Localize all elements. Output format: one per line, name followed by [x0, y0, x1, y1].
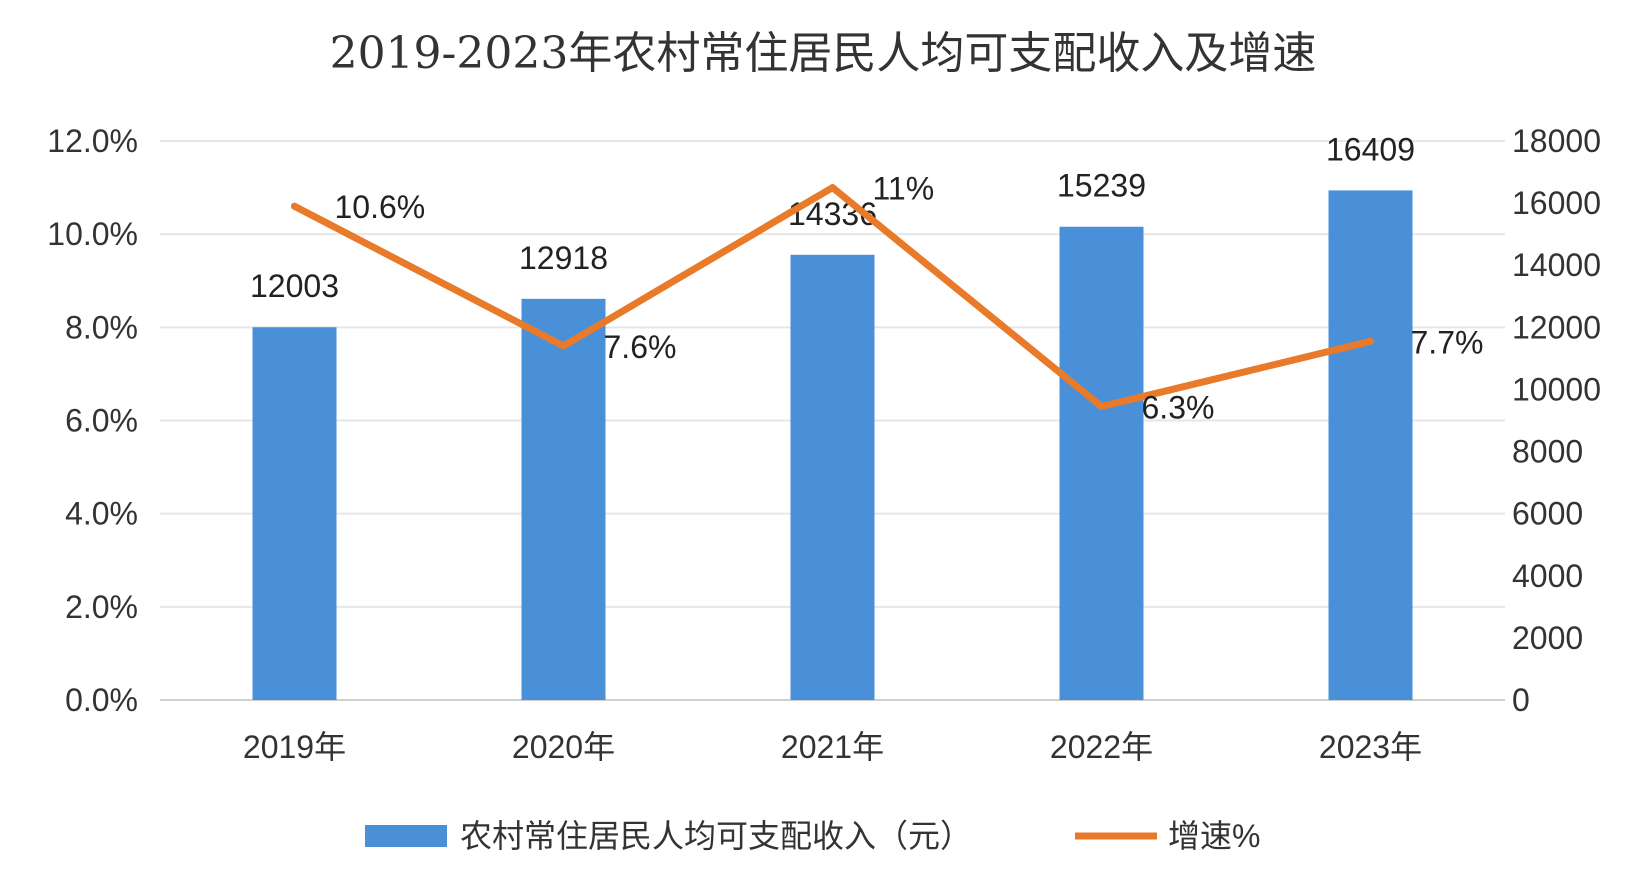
- line-point: [291, 202, 298, 210]
- left-tick-label: 10.0%: [47, 216, 138, 252]
- right-tick-label: 2000: [1512, 620, 1583, 656]
- bar-data-label: 16409: [1326, 131, 1415, 167]
- line-data-label: 11%: [873, 171, 935, 207]
- legend: 农村常住居民人均可支配收入（元） 增速%: [365, 818, 1260, 854]
- line-point: [1367, 337, 1374, 345]
- bar: [521, 298, 606, 700]
- category-label: 2022年: [1050, 729, 1153, 765]
- chart-title: 2019-2023年农村常住居民人均可支配收入及增速: [330, 28, 1317, 79]
- line-data-label: 7.6%: [604, 329, 677, 365]
- legend-line-label: 增速%: [1168, 818, 1260, 854]
- left-tick-label: 12.0%: [47, 123, 138, 159]
- left-tick-label: 4.0%: [65, 496, 138, 532]
- category-label: 2021年: [781, 729, 884, 765]
- bar: [1059, 226, 1144, 700]
- right-tick-label: 0: [1512, 682, 1530, 718]
- line-data-label: 10.6%: [335, 189, 426, 225]
- left-tick-label: 0.0%: [65, 682, 138, 718]
- bar: [790, 254, 875, 701]
- right-tick-label: 6000: [1512, 496, 1583, 532]
- right-tick-label: 4000: [1512, 558, 1583, 594]
- bar: [252, 327, 337, 700]
- right-tick-label: 10000: [1512, 371, 1601, 407]
- legend-bar-label: 农村常住居民人均可支配收入（元）: [460, 818, 972, 854]
- bar-data-label: 15239: [1057, 168, 1146, 204]
- right-axis-ticks: 0 2000 4000 6000 8000 10000 12000 14000 16000 180…: [1512, 123, 1601, 718]
- left-tick-label: 2.0%: [65, 589, 138, 625]
- category-axis: 2019年 2020年 2021年 2022年 2023年: [243, 729, 1422, 765]
- line-point: [829, 184, 836, 192]
- bar-data-label: 12918: [519, 240, 608, 276]
- right-tick-label: 8000: [1512, 434, 1583, 470]
- left-axis-ticks: 0.0% 2.0% 4.0% 6.0% 8.0% 10.0% 12.0%: [47, 123, 138, 718]
- category-label: 2019年: [243, 729, 346, 765]
- right-tick-label: 18000: [1512, 123, 1601, 159]
- right-tick-label: 12000: [1512, 309, 1601, 345]
- line-data-label: 6.3%: [1142, 390, 1215, 426]
- right-tick-label: 14000: [1512, 247, 1601, 283]
- right-tick-label: 16000: [1512, 185, 1601, 221]
- category-label: 2023年: [1319, 729, 1422, 765]
- bar: [1328, 190, 1413, 700]
- bar-data-label: 12003: [250, 268, 339, 304]
- line-series: 10.6% 7.6% 11% 6.3% 7.7%: [291, 171, 1483, 426]
- category-label: 2020年: [512, 729, 615, 765]
- line-point: [560, 342, 567, 350]
- line-data-label: 7.7%: [1411, 324, 1484, 360]
- left-tick-label: 8.0%: [65, 309, 138, 345]
- legend-bar-swatch: [365, 825, 447, 847]
- line-point: [1098, 403, 1105, 411]
- left-tick-label: 6.0%: [65, 403, 138, 439]
